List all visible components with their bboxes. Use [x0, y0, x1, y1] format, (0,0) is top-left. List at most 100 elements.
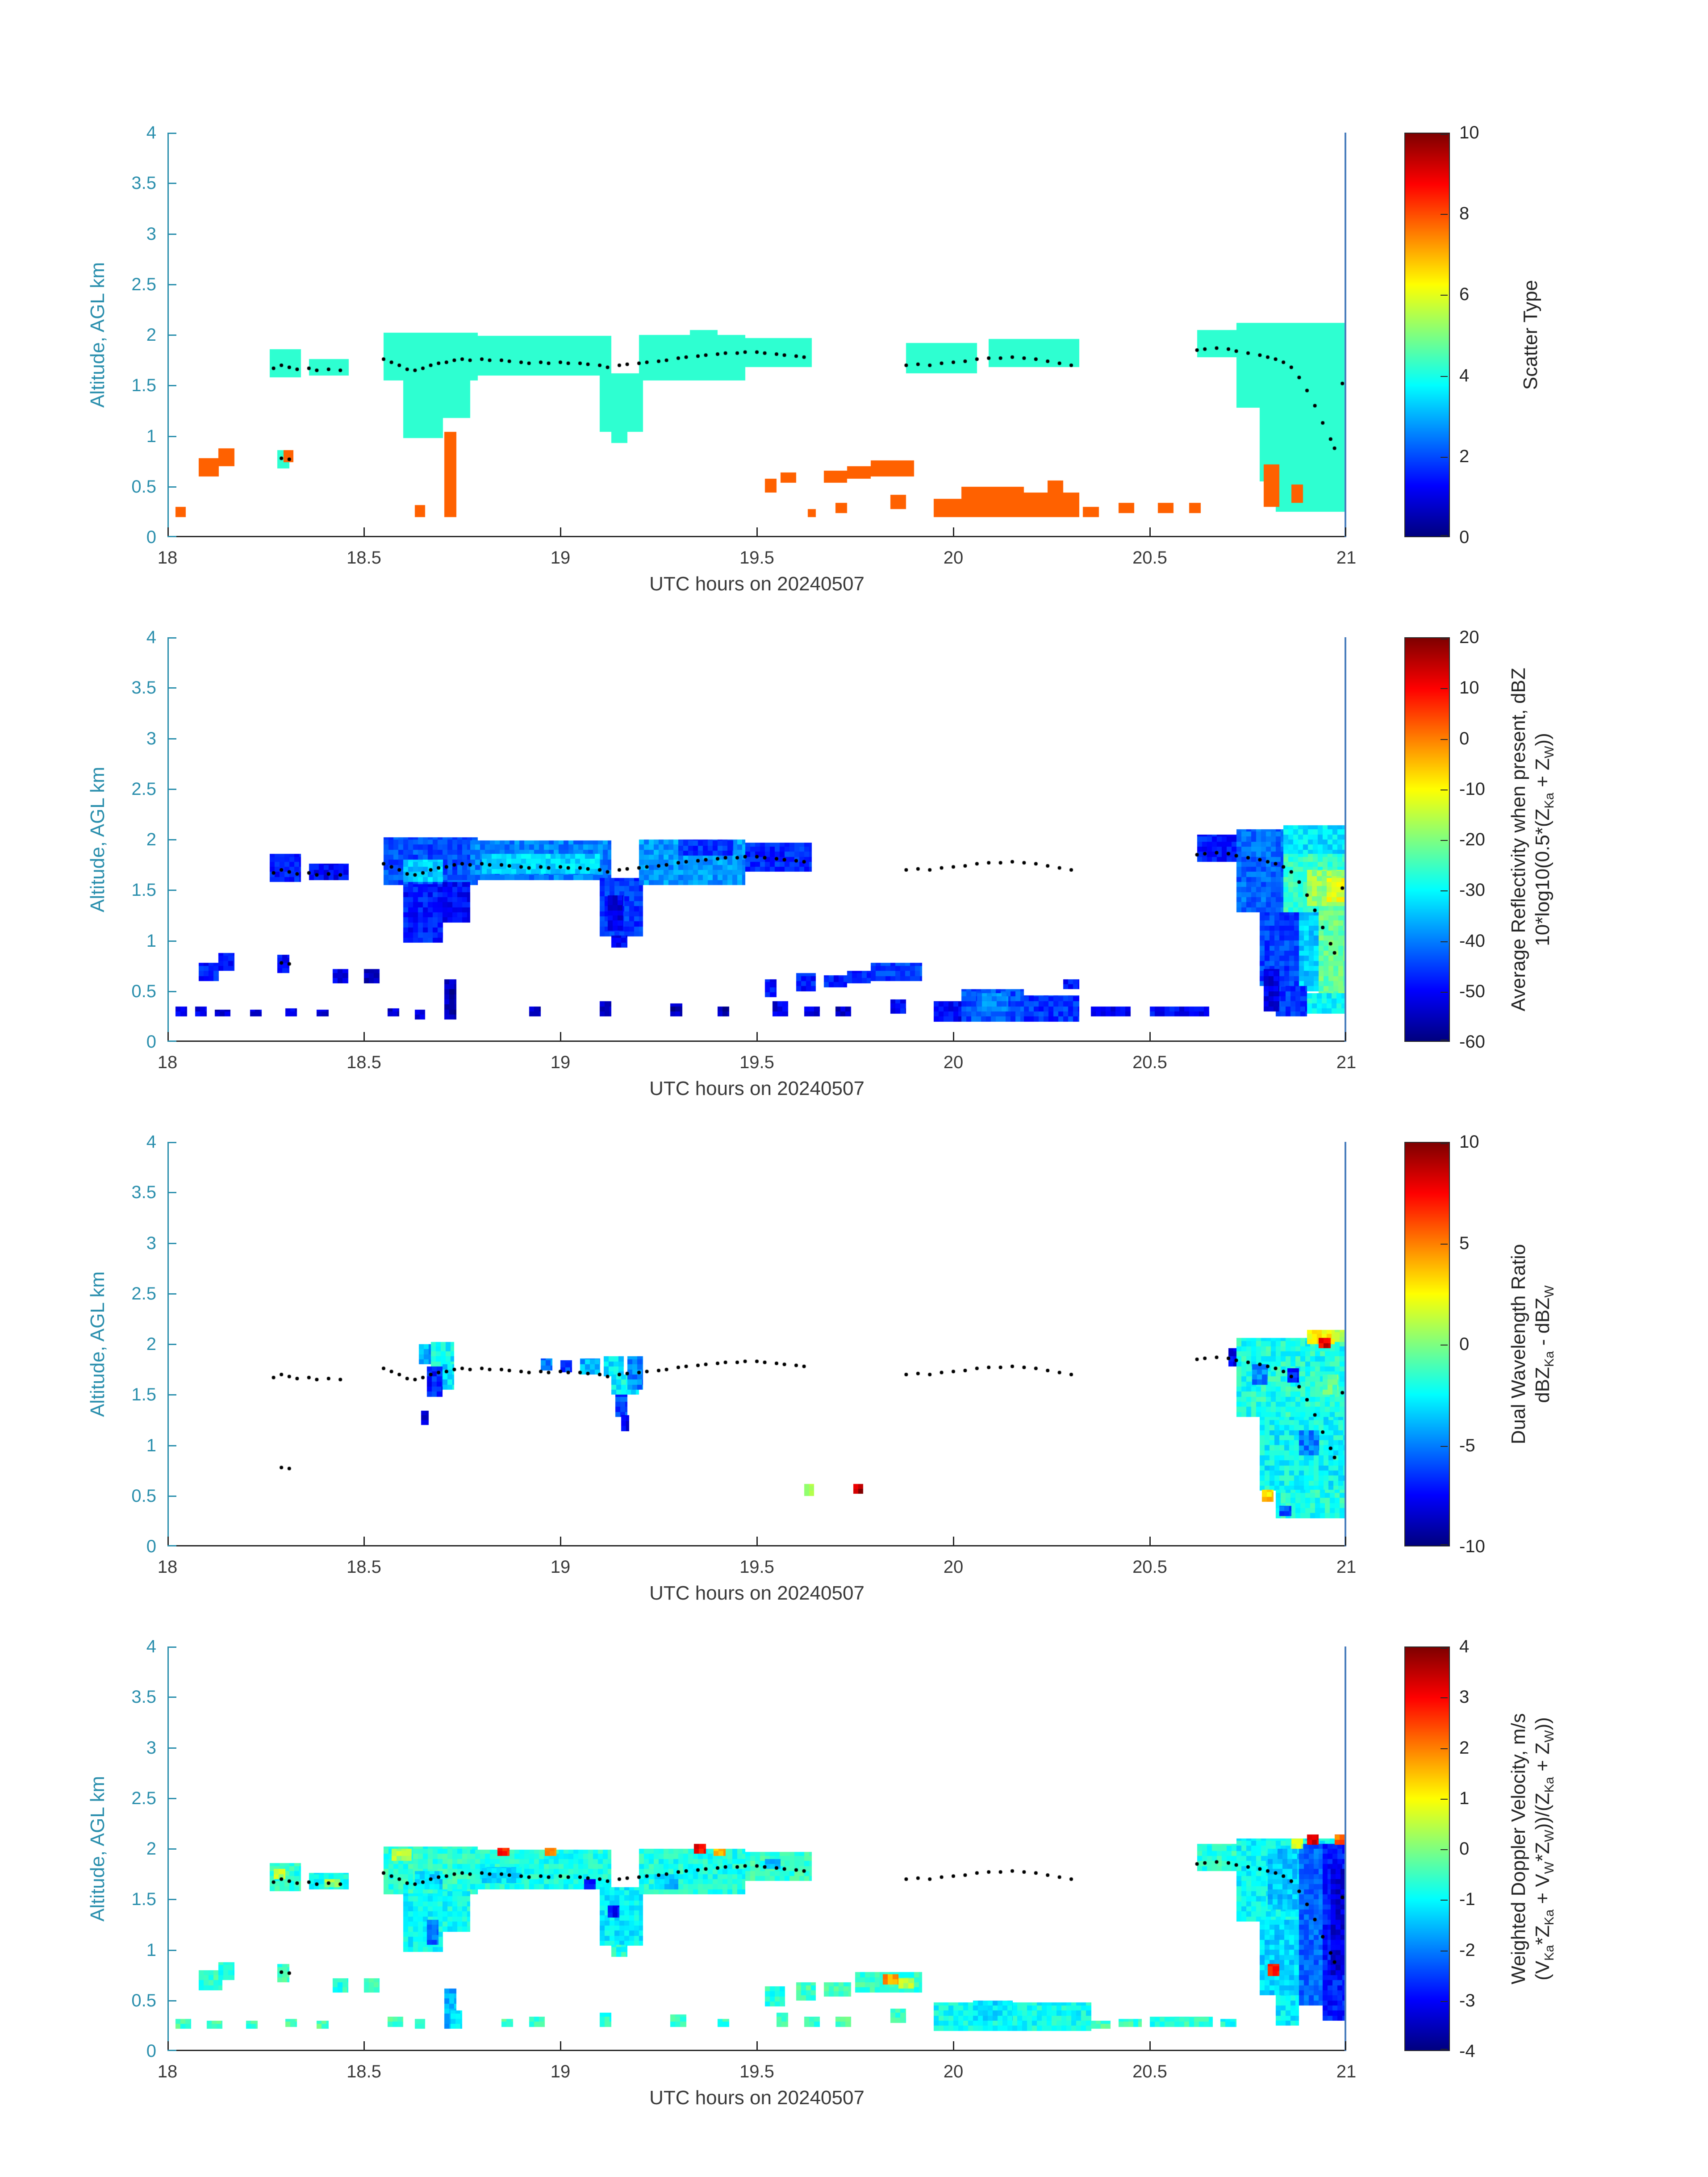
y-tick-mark	[167, 2050, 176, 2051]
colorbar-tick-label: 2	[1459, 1738, 1470, 1758]
colorbar-tick-mark	[1441, 1849, 1448, 1850]
y-tick-mark	[167, 133, 176, 134]
y-tick-mark	[167, 1899, 176, 1901]
x-axis-label: UTC hours on 20240507	[649, 1582, 864, 1604]
right-edge-line	[1345, 1142, 1346, 1546]
y-tick-mark	[167, 738, 176, 740]
y-tick-mark	[167, 284, 176, 285]
x-tick-label: 21	[1336, 548, 1357, 568]
x-tick-mark	[1345, 1032, 1346, 1041]
colorbar-tick-label: -4	[1459, 2041, 1475, 2061]
x-tick-mark	[167, 1537, 169, 1546]
y-tick-mark	[167, 890, 176, 891]
x-tick-label: 20.5	[1132, 548, 1167, 568]
colorbar-tick-mark	[1441, 1648, 1448, 1649]
y-tick-mark	[167, 1848, 176, 1850]
x-tick-label: 21	[1336, 1053, 1357, 1072]
plot-area	[167, 133, 1346, 537]
y-tick-label: 3.5	[131, 1183, 156, 1203]
colorbar-tick-mark	[1441, 295, 1448, 296]
y-tick-label: 4	[146, 627, 156, 647]
y-axis-label: Altitude, AGL km	[87, 1271, 109, 1417]
panel-weighted-doppler-velocity: Altitude, AGL km UTC hours on 20240507 1…	[0, 1637, 1708, 2151]
y-tick-mark	[167, 435, 176, 437]
x-axis-label: UTC hours on 20240507	[649, 573, 864, 595]
x-tick-label: 18.5	[347, 1053, 381, 1072]
y-tick-mark	[167, 183, 176, 184]
colorbar-tick-mark	[1441, 2049, 1448, 2050]
y-tick-label: 3.5	[131, 678, 156, 698]
colorbar-tick-mark	[1441, 688, 1448, 689]
y-tick-label: 0	[146, 2041, 156, 2061]
panel-scatter-type: Altitude, AGL km UTC hours on 20240507 1…	[0, 123, 1708, 637]
x-tick-label: 20	[943, 548, 964, 568]
y-tick-mark	[167, 1949, 176, 1951]
heatmap-canvas	[167, 133, 1346, 537]
y-tick-label: 3.5	[131, 173, 156, 193]
y-tick-label: 3	[146, 1738, 156, 1758]
x-tick-label: 18	[157, 1557, 178, 1577]
y-tick-label: 4	[146, 1637, 156, 1656]
x-tick-mark	[756, 1032, 758, 1041]
colorbar-tick-mark	[1441, 214, 1448, 215]
colorbar-tick-label: 2	[1459, 446, 1470, 466]
y-axis-label: Altitude, AGL km	[87, 766, 109, 913]
x-axis-label: UTC hours on 20240507	[649, 1078, 864, 1099]
y-tick-mark	[167, 1445, 176, 1446]
colorbar	[1404, 637, 1450, 1042]
heatmap-canvas	[167, 1142, 1346, 1546]
y-tick-label: 0.5	[131, 1486, 156, 1506]
y-tick-label: 0	[146, 1032, 156, 1052]
y-tick-label: 1.5	[131, 1889, 156, 1910]
colorbar-tick-label: -3	[1459, 1990, 1475, 2010]
x-tick-mark	[560, 527, 561, 536]
x-tick-label: 19.5	[739, 1053, 774, 1072]
colorbar-tick-label: 0	[1459, 728, 1470, 748]
y-tick-label: 2	[146, 1839, 156, 1859]
x-tick-mark	[953, 1537, 954, 1546]
y-tick-label: 2.5	[131, 274, 156, 294]
x-tick-label: 19.5	[739, 1557, 774, 1577]
colorbar-tick-label: -5	[1459, 1435, 1475, 1455]
y-tick-mark	[167, 1344, 176, 1345]
colorbar-tick-label: -40	[1459, 931, 1485, 951]
y-tick-mark	[167, 788, 176, 790]
colorbar-tick-mark	[1441, 840, 1448, 841]
colorbar-tick-label: -50	[1459, 981, 1485, 1001]
colorbar-tick-mark	[1441, 456, 1448, 458]
x-tick-mark	[363, 2041, 365, 2050]
colorbar-gradient	[1405, 1647, 1449, 2050]
y-tick-mark	[167, 1394, 176, 1396]
y-tick-label: 0.5	[131, 1990, 156, 2010]
y-tick-label: 1.5	[131, 1385, 156, 1405]
y-tick-label: 1.5	[131, 880, 156, 900]
x-axis-line	[167, 536, 1346, 537]
x-tick-label: 20	[943, 1557, 964, 1577]
colorbar	[1404, 1142, 1450, 1546]
colorbar-tick-label: 0	[1459, 1334, 1470, 1354]
y-tick-label: 1.5	[131, 376, 156, 396]
x-tick-label: 18	[157, 1053, 178, 1072]
y-tick-label: 2.5	[131, 1788, 156, 1808]
colorbar-tick-mark	[1441, 1798, 1448, 1800]
x-tick-label: 20.5	[1132, 2062, 1167, 2081]
colorbar-tick-label: 4	[1459, 1637, 1470, 1656]
colorbar-axis-label: Scatter Type	[1520, 280, 1541, 390]
y-tick-mark	[167, 385, 176, 387]
y-tick-label: 0.5	[131, 476, 156, 497]
y-tick-mark	[167, 1545, 176, 1546]
y-tick-label: 2	[146, 830, 156, 849]
y-tick-mark	[167, 940, 176, 942]
y-tick-mark	[167, 1797, 176, 1799]
x-tick-label: 21	[1336, 1557, 1357, 1577]
x-tick-mark	[560, 1537, 561, 1546]
y-tick-label: 1	[146, 931, 156, 951]
y-tick-label: 1	[146, 1940, 156, 1960]
heatmap-canvas	[167, 1646, 1346, 2051]
x-tick-mark	[1345, 1537, 1346, 1546]
colorbar-tick-mark	[1441, 535, 1448, 536]
colorbar-axis-label: Dual Wavelength Ratio dBZKa - dBZW	[1508, 1244, 1557, 1445]
panel-dual-wavelength-ratio: Altitude, AGL km UTC hours on 20240507 1…	[0, 1132, 1708, 1646]
y-tick-mark	[167, 1293, 176, 1295]
